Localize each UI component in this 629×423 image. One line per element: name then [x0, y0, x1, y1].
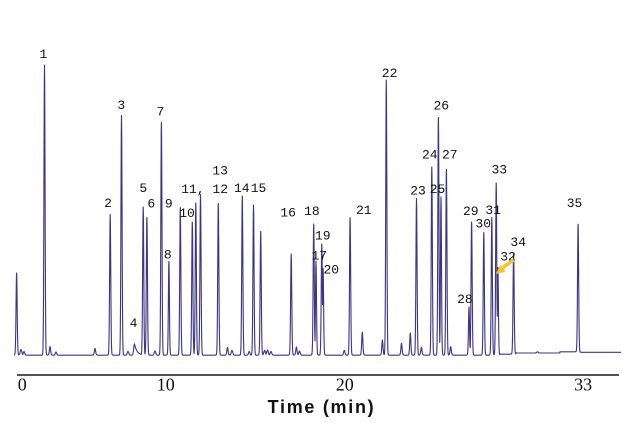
svg-text:Time (min): Time (min): [268, 397, 376, 417]
svg-text:35: 35: [567, 196, 583, 211]
svg-text:10: 10: [157, 375, 175, 395]
svg-text:1: 1: [39, 47, 47, 62]
svg-text:13: 13: [212, 164, 228, 179]
svg-text:11, 12: 11, 12: [181, 182, 228, 197]
svg-text:25: 25: [430, 182, 446, 197]
svg-text:8: 8: [164, 248, 172, 263]
svg-text:20: 20: [323, 262, 339, 277]
svg-text:3: 3: [117, 98, 125, 113]
svg-text:14: 14: [234, 181, 250, 196]
svg-text:16: 16: [280, 206, 296, 221]
svg-text:29: 29: [463, 204, 479, 219]
svg-text:33: 33: [491, 163, 507, 178]
svg-text:10: 10: [179, 206, 195, 221]
svg-text:27: 27: [442, 148, 458, 163]
svg-text:20: 20: [336, 375, 354, 395]
svg-text:30: 30: [475, 217, 491, 232]
svg-text:34: 34: [510, 235, 526, 250]
svg-text:17: 17: [311, 249, 327, 264]
svg-text:22: 22: [382, 66, 398, 81]
svg-text:24: 24: [422, 148, 438, 163]
svg-text:19: 19: [315, 228, 331, 243]
svg-text:4: 4: [130, 316, 138, 331]
svg-text:31: 31: [485, 203, 501, 218]
svg-text:23: 23: [410, 184, 426, 199]
svg-text:28: 28: [457, 292, 473, 307]
svg-text:33: 33: [574, 375, 592, 395]
svg-text:6: 6: [147, 196, 155, 211]
svg-text:15: 15: [251, 181, 267, 196]
svg-text:2: 2: [104, 196, 112, 211]
svg-text:18: 18: [304, 204, 320, 219]
svg-text:0: 0: [18, 375, 27, 395]
svg-text:9: 9: [165, 197, 173, 212]
svg-text:7: 7: [156, 104, 164, 119]
svg-text:26: 26: [433, 99, 449, 114]
svg-text:21: 21: [356, 203, 372, 218]
svg-text:5: 5: [139, 181, 147, 196]
